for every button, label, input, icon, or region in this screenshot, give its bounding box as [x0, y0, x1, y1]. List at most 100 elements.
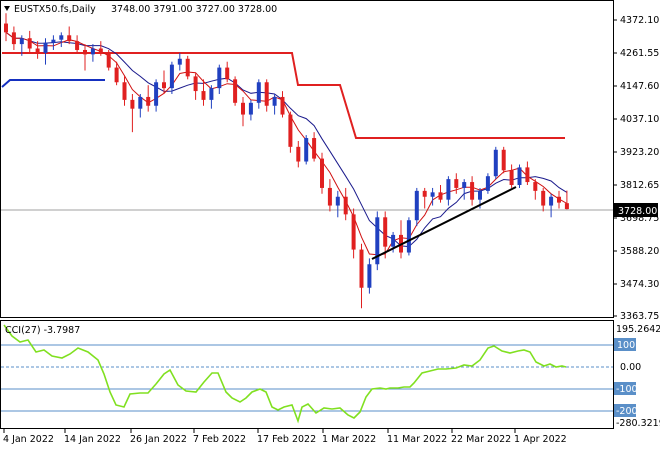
candle-body — [256, 82, 261, 103]
stop-levels — [1, 52, 565, 139]
stop-line-red — [2, 52, 565, 139]
date-tick: 7 Feb 2022 — [193, 429, 246, 445]
candle-body — [67, 35, 72, 42]
price-tick: 3474.30 — [613, 279, 659, 290]
candle-body — [312, 138, 317, 159]
candle-body — [549, 196, 554, 206]
candle-body — [383, 217, 388, 247]
candle-body — [19, 38, 24, 45]
date-tick: 11 Mar 2022 — [387, 429, 447, 445]
date-tick: 4 Jan 2022 — [3, 429, 54, 445]
candle-body — [533, 182, 538, 191]
candle-body — [327, 187, 332, 206]
candle-body — [169, 64, 174, 89]
price-tick: 3588.20 — [613, 246, 659, 257]
candle-body — [177, 58, 182, 65]
candle-body — [106, 52, 111, 68]
cci-level-100: 100 — [617, 340, 635, 351]
svg-text:3588.20: 3588.20 — [620, 246, 659, 257]
candle-body — [233, 79, 238, 103]
svg-text:4372.10: 4372.10 — [620, 15, 659, 26]
svg-text:3728.00: 3728.00 — [618, 206, 657, 217]
candle-body — [304, 138, 309, 162]
svg-text:4 Jan 2022: 4 Jan 2022 — [3, 434, 54, 445]
candle-body — [4, 23, 8, 33]
svg-text:4147.60: 4147.60 — [620, 81, 659, 92]
cci-level-0: 0.00 — [620, 362, 641, 373]
candle-body — [493, 149, 498, 177]
svg-text:4261.55: 4261.55 — [620, 48, 659, 59]
cci-line — [3, 324, 567, 424]
candle-body — [478, 190, 482, 200]
candle-body — [351, 214, 356, 250]
svg-text:7 Feb 2022: 7 Feb 2022 — [193, 434, 246, 445]
candle-body — [51, 39, 56, 43]
price-tick: 3698.75 — [613, 213, 659, 224]
candle-body — [209, 88, 214, 100]
candle-body — [248, 102, 253, 115]
candle-body — [11, 32, 16, 45]
svg-text:11 Mar 2022: 11 Mar 2022 — [387, 434, 447, 445]
candle-body — [75, 41, 80, 50]
svg-text:26 Jan 2022: 26 Jan 2022 — [130, 434, 187, 445]
candle-body — [454, 179, 459, 188]
candle-body — [359, 249, 364, 288]
svg-text:17 Feb 2022: 17 Feb 2022 — [257, 434, 316, 445]
date-tick: 1 Apr 2022 — [514, 429, 567, 445]
svg-text:22 Mar 2022: 22 Mar 2022 — [451, 434, 511, 445]
candle-body — [414, 190, 419, 221]
candle-body — [564, 203, 569, 210]
candle-body — [422, 190, 427, 197]
svg-text:3474.30: 3474.30 — [620, 279, 659, 290]
cci-level-minus100: -100 — [616, 384, 638, 395]
candle-body — [138, 96, 143, 109]
svg-text:3923.20: 3923.20 — [620, 147, 659, 158]
price-tick: 4037.10 — [613, 114, 659, 125]
price-tick: 3923.20 — [613, 147, 659, 158]
current-price-badge: 3728.00 — [614, 203, 658, 217]
candle-body — [162, 82, 166, 89]
candle-body — [59, 35, 64, 40]
candle-body — [27, 38, 32, 49]
candle-body — [446, 179, 451, 200]
date-tick: 1 Mar 2022 — [322, 429, 376, 445]
price-tick: 4147.60 — [613, 81, 659, 92]
ohlc-label: 3748.00 3791.00 3727.00 3728.00 — [111, 4, 277, 15]
candle-body — [430, 192, 435, 197]
candle-body — [272, 96, 277, 106]
candle-body — [509, 170, 514, 186]
svg-text:4037.10: 4037.10 — [620, 114, 659, 125]
candle-body — [43, 42, 48, 53]
candle-body — [201, 91, 206, 100]
svg-text:14 Jan 2022: 14 Jan 2022 — [64, 434, 121, 445]
symbol-label: EUSTX50.fs,Daily — [14, 4, 96, 15]
candle-body — [217, 67, 222, 89]
date-tick: 26 Jan 2022 — [130, 429, 187, 445]
price-tick: 3363.75 — [613, 311, 659, 322]
candle-body — [335, 196, 340, 206]
cci-label: CCI(27) -3.7987 — [5, 325, 80, 336]
candles — [4, 13, 569, 309]
candle-body — [264, 82, 269, 106]
candle-body — [35, 48, 40, 53]
price-tick: 4261.55 — [613, 48, 659, 59]
cci-level-lines — [1, 344, 613, 412]
price-tick: 3812.65 — [613, 180, 659, 191]
date-axis: 4 Jan 2022 14 Jan 2022 26 Jan 2022 7 Feb… — [3, 429, 567, 445]
candle-body — [470, 182, 475, 200]
candle-body — [130, 99, 135, 109]
date-tick: 14 Jan 2022 — [64, 429, 121, 445]
collapse-icon — [4, 6, 10, 11]
svg-text:3363.75: 3363.75 — [620, 311, 659, 322]
candle-body — [146, 96, 151, 106]
candle-body — [288, 114, 293, 147]
candle-body — [541, 190, 546, 206]
candle-body — [185, 58, 190, 77]
stop-line-blue — [1, 79, 105, 88]
candle-body — [501, 149, 506, 171]
candle-body — [367, 264, 372, 288]
candle-body — [406, 220, 411, 253]
candle-body — [375, 217, 380, 265]
cci-min-label: -280.3219 — [616, 418, 660, 429]
